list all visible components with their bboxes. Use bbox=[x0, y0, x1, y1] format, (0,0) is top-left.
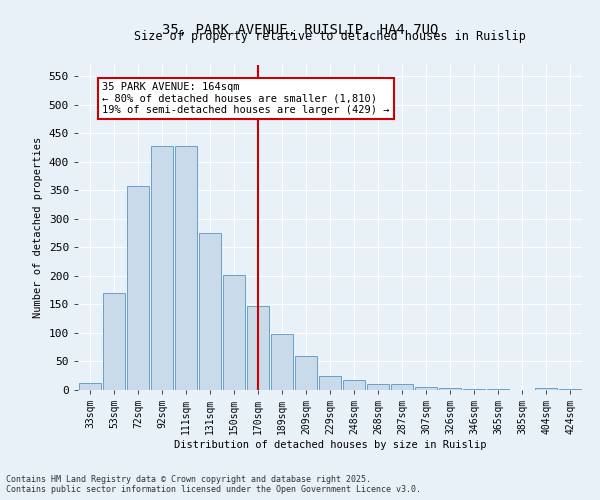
Bar bbox=[271, 334, 293, 390]
Bar bbox=[175, 146, 197, 390]
Bar bbox=[343, 380, 365, 390]
Bar bbox=[199, 233, 221, 390]
Bar bbox=[415, 386, 437, 390]
Title: Size of property relative to detached houses in Ruislip: Size of property relative to detached ho… bbox=[134, 30, 526, 43]
Text: 35 PARK AVENUE: 164sqm
← 80% of detached houses are smaller (1,810)
19% of semi-: 35 PARK AVENUE: 164sqm ← 80% of detached… bbox=[102, 82, 389, 116]
Bar bbox=[295, 356, 317, 390]
Bar bbox=[367, 384, 389, 390]
Bar bbox=[127, 186, 149, 390]
Bar bbox=[319, 376, 341, 390]
Bar bbox=[151, 146, 173, 390]
Bar bbox=[223, 275, 245, 390]
Text: Contains public sector information licensed under the Open Government Licence v3: Contains public sector information licen… bbox=[6, 486, 421, 494]
Bar bbox=[439, 388, 461, 390]
Text: 35, PARK AVENUE, RUISLIP, HA4 7UQ: 35, PARK AVENUE, RUISLIP, HA4 7UQ bbox=[162, 22, 438, 36]
Text: Contains HM Land Registry data © Crown copyright and database right 2025.: Contains HM Land Registry data © Crown c… bbox=[6, 476, 371, 484]
Bar bbox=[247, 306, 269, 390]
Bar bbox=[103, 293, 125, 390]
Bar bbox=[559, 389, 581, 390]
Bar bbox=[463, 389, 485, 390]
Bar bbox=[79, 383, 101, 390]
X-axis label: Distribution of detached houses by size in Ruislip: Distribution of detached houses by size … bbox=[174, 440, 486, 450]
Bar bbox=[391, 384, 413, 390]
Bar bbox=[535, 388, 557, 390]
Y-axis label: Number of detached properties: Number of detached properties bbox=[33, 137, 43, 318]
